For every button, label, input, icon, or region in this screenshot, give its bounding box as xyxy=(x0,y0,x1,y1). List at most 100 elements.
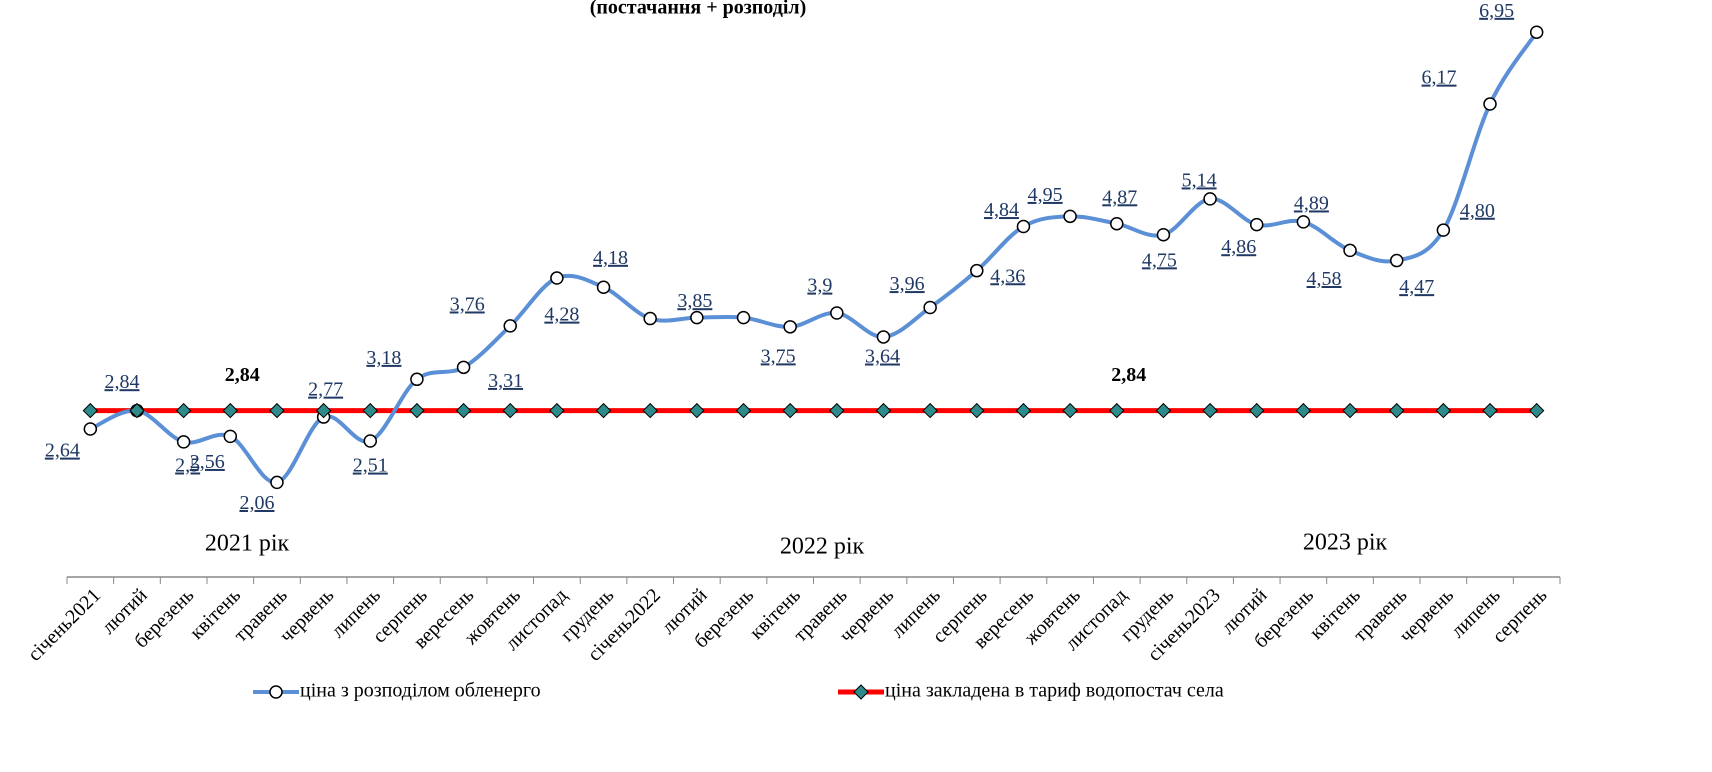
value-label: 4,86 xyxy=(1221,236,1256,258)
value-label: 2,84 xyxy=(104,371,139,393)
point-marker xyxy=(689,402,705,419)
value-label: 3,96 xyxy=(890,273,925,295)
value-label: 4,84 xyxy=(984,199,1019,221)
year-label: 2022 рік xyxy=(780,534,865,560)
point-marker xyxy=(1062,402,1078,419)
value-label: 3,76 xyxy=(450,293,485,315)
point-marker xyxy=(1249,217,1264,232)
value-label: 5,14 xyxy=(1182,169,1217,191)
point-marker xyxy=(1529,25,1544,39)
year-label: 2021 рік xyxy=(205,531,290,557)
value-label: 3,64 xyxy=(865,346,900,368)
value-label: 4,47 xyxy=(1399,276,1434,298)
point-marker xyxy=(1015,402,1032,419)
point-marker xyxy=(223,429,238,444)
point-marker xyxy=(643,311,657,326)
point-marker xyxy=(783,320,797,334)
point-marker xyxy=(315,402,332,419)
point-marker xyxy=(270,475,284,490)
point-marker xyxy=(1063,209,1077,224)
legend-label: ціна закладена в тариф водопостач села xyxy=(885,680,1224,702)
point-marker xyxy=(550,271,564,285)
value-label: 2,77 xyxy=(308,379,343,401)
point-marker xyxy=(642,402,658,419)
value-label: 3,31 xyxy=(488,370,523,392)
point-marker xyxy=(1528,402,1545,419)
value-label: 3,85 xyxy=(677,290,712,312)
point-marker xyxy=(410,372,424,387)
point-marker xyxy=(175,402,192,419)
point-marker xyxy=(1436,223,1451,237)
point-marker xyxy=(1342,402,1358,419)
value-label: 3,75 xyxy=(761,345,796,367)
point-marker xyxy=(923,300,937,315)
value-label: 2,06 xyxy=(239,492,274,514)
value-label: 2,84 xyxy=(225,364,260,386)
point-marker xyxy=(82,402,99,419)
point-marker xyxy=(1295,402,1312,419)
value-label: 4,28 xyxy=(544,304,579,326)
value-label: 2,84 xyxy=(1111,364,1146,386)
chart-title: (постачання + розподіл) xyxy=(590,0,807,19)
point-marker xyxy=(1343,243,1357,258)
value-label: 6,95 xyxy=(1479,0,1514,22)
point-marker xyxy=(363,434,378,448)
value-label: 4,89 xyxy=(1294,192,1329,214)
point-marker xyxy=(969,402,985,419)
point-marker xyxy=(1016,219,1031,234)
point-marker xyxy=(970,263,984,278)
value-label: 4,58 xyxy=(1307,268,1342,290)
point-marker xyxy=(1110,216,1124,231)
legend-marker xyxy=(853,684,869,700)
point-marker xyxy=(1249,402,1265,419)
point-marker xyxy=(782,402,798,419)
point-marker xyxy=(595,402,612,419)
point-marker xyxy=(1389,253,1404,268)
legend-label: ціна з розподілом обленерго xyxy=(300,680,541,702)
point-marker xyxy=(1482,402,1498,419)
value-label: 2,64 xyxy=(45,440,80,462)
value-label: 4,36 xyxy=(990,265,1025,287)
point-marker xyxy=(455,402,472,419)
point-marker xyxy=(1202,402,1218,419)
point-marker xyxy=(735,402,752,419)
point-marker xyxy=(596,280,611,294)
point-marker xyxy=(1296,215,1311,229)
point-marker xyxy=(875,402,892,419)
point-marker xyxy=(502,402,518,419)
value-label: 4,18 xyxy=(593,247,628,269)
point-marker xyxy=(549,402,565,419)
point-marker xyxy=(736,310,751,325)
value-label: 3,9 xyxy=(807,275,832,297)
point-marker xyxy=(829,402,845,419)
price-line xyxy=(89,31,1539,485)
point-marker xyxy=(83,422,98,436)
value-label: 3,18 xyxy=(366,347,401,369)
point-marker xyxy=(176,435,191,449)
point-marker xyxy=(1483,97,1497,111)
point-marker xyxy=(1155,402,1172,419)
point-marker xyxy=(456,360,471,375)
point-marker xyxy=(830,306,844,320)
point-marker xyxy=(409,402,425,419)
value-label: 2,5 xyxy=(175,454,200,476)
point-marker xyxy=(1388,402,1405,419)
value-label: 6,17 xyxy=(1422,67,1457,89)
point-marker xyxy=(222,402,239,419)
point-marker xyxy=(1435,402,1452,419)
value-label: 2,56 xyxy=(190,451,225,473)
point-marker xyxy=(129,402,145,419)
point-marker xyxy=(503,319,517,333)
x-tick-label: січень2021 xyxy=(24,584,105,665)
value-label: 4,75 xyxy=(1142,249,1177,271)
point-marker xyxy=(362,402,378,419)
point-marker xyxy=(922,402,938,419)
point-marker xyxy=(690,310,704,325)
value-label: 4,95 xyxy=(1028,184,1063,206)
point-marker xyxy=(1156,228,1171,242)
value-label: 4,87 xyxy=(1102,186,1137,208)
value-label: 2,51 xyxy=(353,455,388,477)
point-marker xyxy=(1203,192,1217,206)
year-label: 2023 рік xyxy=(1303,530,1388,556)
